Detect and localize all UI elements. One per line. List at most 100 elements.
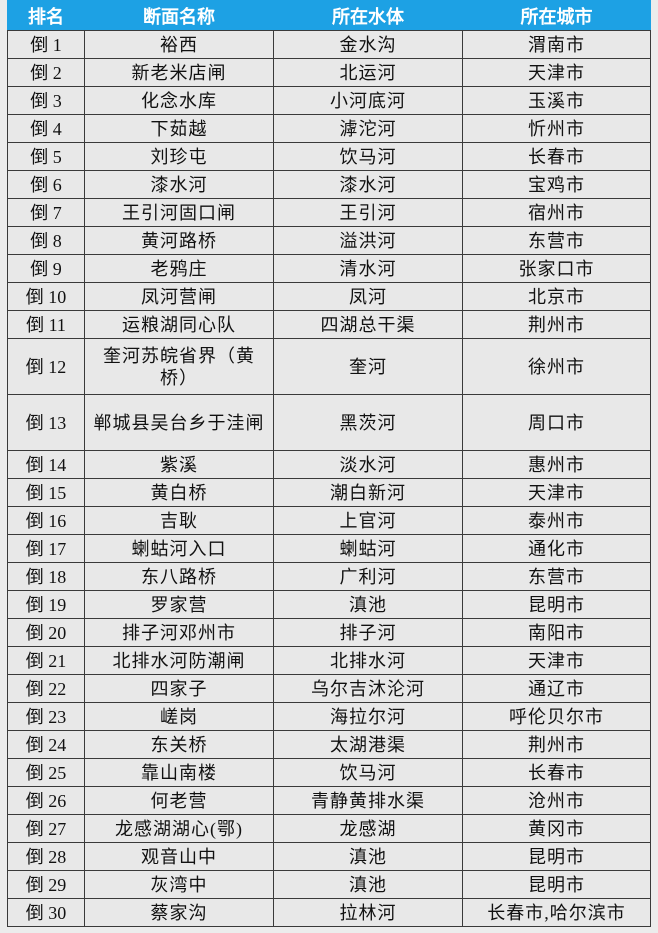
table-row: 倒 27 龙感湖湖心(鄂) 龙感湖 黄冈市 — [7, 814, 651, 843]
table-row: 倒 4 下茹越 滹沱河 忻州市 — [7, 114, 651, 143]
header-section-name: 断面名称 — [84, 0, 274, 31]
cell-section-name: 灰湾中 — [84, 870, 274, 899]
cell-water-body: 广利河 — [273, 562, 463, 591]
table-row: 倒 8 黄河路桥 溢洪河 东营市 — [7, 226, 651, 255]
cell-water-body: 奎河 — [273, 338, 463, 395]
cell-city: 荆州市 — [462, 730, 651, 759]
cell-section-name: 蝲蛄河入口 — [84, 534, 274, 563]
table-row: 倒 26 何老营 青静黄排水渠 沧州市 — [7, 786, 651, 815]
cell-rank: 倒 30 — [7, 898, 85, 927]
cell-section-name: 王引河固口闸 — [84, 198, 274, 227]
cell-water-body: 滇池 — [273, 842, 463, 871]
table-row: 倒 21 北排水河防潮闸 北排水河 天津市 — [7, 646, 651, 675]
cell-city: 东营市 — [462, 226, 651, 255]
table-row: 倒 2 新老米店闸 北运河 天津市 — [7, 58, 651, 87]
cell-water-body: 滇池 — [273, 870, 463, 899]
table-row: 倒 29 灰湾中 滇池 昆明市 — [7, 870, 651, 899]
table-row: 倒 30 蔡家沟 拉林河 长春市,哈尔滨市 — [7, 898, 651, 927]
cell-rank: 倒 24 — [7, 730, 85, 759]
cell-city: 荆州市 — [462, 310, 651, 339]
cell-water-body: 四湖总干渠 — [273, 310, 463, 339]
cell-rank: 倒 27 — [7, 814, 85, 843]
cell-rank: 倒 15 — [7, 478, 85, 507]
cell-rank: 倒 8 — [7, 226, 85, 255]
cell-water-body: 漆水河 — [273, 170, 463, 199]
cell-city: 宝鸡市 — [462, 170, 651, 199]
cell-water-body: 潮白新河 — [273, 478, 463, 507]
cell-section-name: 凤河营闸 — [84, 282, 274, 311]
cell-rank: 倒 3 — [7, 86, 85, 115]
cell-rank: 倒 10 — [7, 282, 85, 311]
cell-city: 东营市 — [462, 562, 651, 591]
cell-rank: 倒 18 — [7, 562, 85, 591]
cell-rank: 倒 16 — [7, 506, 85, 535]
cell-water-body: 饮马河 — [273, 142, 463, 171]
table-row: 倒 7 王引河固口闸 王引河 宿州市 — [7, 198, 651, 227]
cell-water-body: 上官河 — [273, 506, 463, 535]
cell-water-body: 蝲蛄河 — [273, 534, 463, 563]
cell-rank: 倒 4 — [7, 114, 85, 143]
cell-water-body: 龙感湖 — [273, 814, 463, 843]
cell-city: 昆明市 — [462, 590, 651, 619]
cell-section-name: 吉耿 — [84, 506, 274, 535]
cell-water-body: 黑茨河 — [273, 394, 463, 451]
cell-rank: 倒 2 — [7, 58, 85, 87]
cell-section-name: 紫溪 — [84, 450, 274, 479]
cell-water-body: 饮马河 — [273, 758, 463, 787]
cell-rank: 倒 1 — [7, 30, 85, 59]
cell-rank: 倒 21 — [7, 646, 85, 675]
cell-section-name: 东八路桥 — [84, 562, 274, 591]
table-row: 倒 16 吉耿 上官河 泰州市 — [7, 506, 651, 535]
cell-rank: 倒 9 — [7, 254, 85, 283]
table-row: 倒 1 裕西 金水沟 渭南市 — [7, 30, 651, 59]
cell-city: 天津市 — [462, 478, 651, 507]
table-row: 倒 22 四家子 乌尔吉沐沦河 通辽市 — [7, 674, 651, 703]
cell-rank: 倒 25 — [7, 758, 85, 787]
table-row: 倒 18 东八路桥 广利河 东营市 — [7, 562, 651, 591]
cell-city: 宿州市 — [462, 198, 651, 227]
cell-city: 通化市 — [462, 534, 651, 563]
cell-city: 呼伦贝尔市 — [462, 702, 651, 731]
cell-water-body: 溢洪河 — [273, 226, 463, 255]
cell-water-body: 北排水河 — [273, 646, 463, 675]
cell-water-body: 金水沟 — [273, 30, 463, 59]
cell-water-body: 淡水河 — [273, 450, 463, 479]
cell-section-name: 新老米店闸 — [84, 58, 274, 87]
cell-section-name: 罗家营 — [84, 590, 274, 619]
cell-rank: 倒 29 — [7, 870, 85, 899]
cell-section-name: 排子河邓州市 — [84, 618, 274, 647]
cell-city: 南阳市 — [462, 618, 651, 647]
cell-section-name: 黄河路桥 — [84, 226, 274, 255]
ranking-table: 排名 断面名称 所在水体 所在城市 倒 1 裕西 金水沟 渭南市倒 2 新老米店闸 北运河… — [7, 0, 651, 927]
cell-section-name: 漆水河 — [84, 170, 274, 199]
cell-city: 惠州市 — [462, 450, 651, 479]
table-row: 倒 28 观音山中 滇池 昆明市 — [7, 842, 651, 871]
cell-rank: 倒 17 — [7, 534, 85, 563]
cell-city: 徐州市 — [462, 338, 651, 395]
cell-city: 长春市 — [462, 142, 651, 171]
table-row: 倒 25 靠山南楼 饮马河 长春市 — [7, 758, 651, 787]
cell-rank: 倒 14 — [7, 450, 85, 479]
table-row: 倒 11 运粮湖同心队 四湖总干渠 荆州市 — [7, 310, 651, 339]
table-row: 倒 17 蝲蛄河入口 蝲蛄河 通化市 — [7, 534, 651, 563]
cell-water-body: 青静黄排水渠 — [273, 786, 463, 815]
cell-section-name: 运粮湖同心队 — [84, 310, 274, 339]
cell-city: 忻州市 — [462, 114, 651, 143]
cell-rank: 倒 13 — [7, 394, 85, 451]
cell-rank: 倒 11 — [7, 310, 85, 339]
cell-water-body: 滇池 — [273, 590, 463, 619]
cell-section-name: 蔡家沟 — [84, 898, 274, 927]
cell-section-name: 东关桥 — [84, 730, 274, 759]
cell-city: 通辽市 — [462, 674, 651, 703]
cell-water-body: 排子河 — [273, 618, 463, 647]
cell-city: 长春市 — [462, 758, 651, 787]
table-row: 倒 20 排子河邓州市 排子河 南阳市 — [7, 618, 651, 647]
cell-rank: 倒 20 — [7, 618, 85, 647]
cell-section-name: 下茹越 — [84, 114, 274, 143]
cell-city: 渭南市 — [462, 30, 651, 59]
cell-section-name: 靠山南楼 — [84, 758, 274, 787]
cell-rank: 倒 6 — [7, 170, 85, 199]
cell-section-name: 北排水河防潮闸 — [84, 646, 274, 675]
cell-rank: 倒 7 — [7, 198, 85, 227]
cell-water-body: 王引河 — [273, 198, 463, 227]
